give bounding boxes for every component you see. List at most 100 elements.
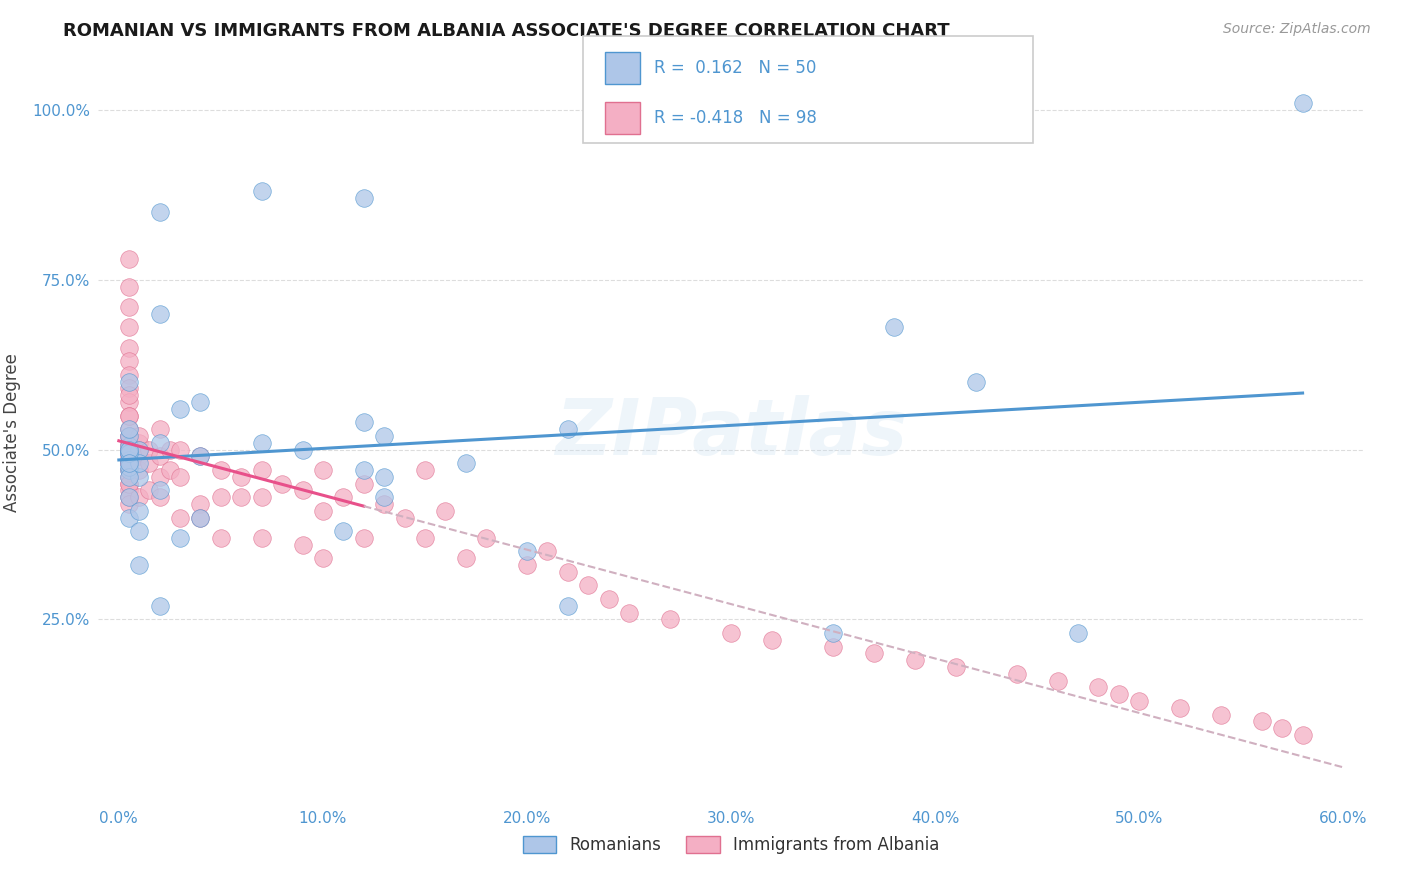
- Point: [118, 354, 141, 368]
- Point: [250, 531, 273, 545]
- Point: [118, 497, 141, 511]
- Point: [658, 612, 681, 626]
- Point: [536, 544, 558, 558]
- Point: [118, 300, 141, 314]
- Point: [118, 279, 141, 293]
- Point: [1087, 681, 1109, 695]
- Point: [118, 382, 141, 396]
- Text: R = -0.418   N = 98: R = -0.418 N = 98: [654, 109, 817, 127]
- Text: R =  0.162   N = 50: R = 0.162 N = 50: [654, 59, 815, 77]
- Text: ZIPatlas: ZIPatlas: [555, 394, 907, 471]
- Point: [169, 442, 191, 457]
- Point: [312, 551, 335, 566]
- Point: [118, 395, 141, 409]
- Point: [118, 368, 141, 382]
- Point: [863, 646, 886, 660]
- Point: [209, 463, 232, 477]
- Point: [576, 578, 599, 592]
- Point: [118, 409, 141, 423]
- Point: [138, 442, 160, 457]
- Point: [434, 504, 457, 518]
- Point: [190, 510, 212, 524]
- Point: [149, 422, 172, 436]
- Point: [118, 446, 141, 460]
- Point: [475, 531, 498, 545]
- Point: [118, 463, 141, 477]
- Point: [118, 469, 141, 483]
- Point: [149, 490, 172, 504]
- Point: [945, 660, 967, 674]
- Point: [128, 429, 150, 443]
- Point: [413, 463, 436, 477]
- Point: [169, 510, 191, 524]
- Point: [118, 252, 141, 267]
- Point: [138, 483, 160, 498]
- Point: [118, 429, 141, 443]
- Point: [557, 599, 579, 613]
- Point: [823, 626, 845, 640]
- Point: [557, 422, 579, 436]
- Point: [118, 456, 141, 470]
- Point: [118, 341, 141, 355]
- Point: [128, 490, 150, 504]
- Point: [118, 442, 141, 457]
- Point: [118, 476, 141, 491]
- Point: [250, 435, 273, 450]
- Y-axis label: Associate's Degree: Associate's Degree: [3, 353, 21, 512]
- Point: [118, 439, 141, 453]
- Point: [516, 558, 538, 572]
- Point: [118, 490, 141, 504]
- Point: [118, 446, 141, 460]
- Point: [128, 442, 150, 457]
- Point: [118, 459, 141, 474]
- Point: [149, 483, 172, 498]
- Point: [1005, 666, 1028, 681]
- Point: [118, 450, 141, 464]
- Point: [149, 599, 172, 613]
- Point: [231, 490, 253, 504]
- Text: Source: ZipAtlas.com: Source: ZipAtlas.com: [1223, 22, 1371, 37]
- Point: [231, 469, 253, 483]
- Point: [190, 395, 212, 409]
- Point: [169, 469, 191, 483]
- Point: [149, 205, 172, 219]
- Point: [118, 446, 141, 460]
- Point: [209, 490, 232, 504]
- Point: [118, 388, 141, 402]
- Point: [291, 442, 314, 457]
- Point: [138, 456, 160, 470]
- Point: [128, 450, 150, 464]
- Point: [761, 632, 783, 647]
- Point: [149, 450, 172, 464]
- Point: [1271, 721, 1294, 735]
- Point: [1128, 694, 1150, 708]
- Point: [394, 510, 416, 524]
- Point: [118, 452, 141, 467]
- Point: [965, 375, 987, 389]
- Point: [118, 422, 141, 436]
- Point: [118, 456, 141, 470]
- Point: [118, 429, 141, 443]
- Point: [118, 456, 141, 470]
- Point: [883, 320, 905, 334]
- Point: [904, 653, 927, 667]
- Point: [373, 490, 395, 504]
- Text: ROMANIAN VS IMMIGRANTS FROM ALBANIA ASSOCIATE'S DEGREE CORRELATION CHART: ROMANIAN VS IMMIGRANTS FROM ALBANIA ASSO…: [63, 22, 950, 40]
- Point: [250, 490, 273, 504]
- Legend: Romanians, Immigrants from Albania: Romanians, Immigrants from Albania: [516, 830, 946, 861]
- Point: [118, 422, 141, 436]
- Point: [118, 463, 141, 477]
- Point: [373, 429, 395, 443]
- Point: [128, 442, 150, 457]
- Point: [557, 565, 579, 579]
- Point: [617, 606, 640, 620]
- Point: [1108, 687, 1130, 701]
- Point: [128, 435, 150, 450]
- Point: [250, 463, 273, 477]
- Point: [128, 524, 150, 538]
- Point: [353, 476, 375, 491]
- Point: [250, 185, 273, 199]
- Point: [720, 626, 742, 640]
- Point: [312, 504, 335, 518]
- Point: [373, 469, 395, 483]
